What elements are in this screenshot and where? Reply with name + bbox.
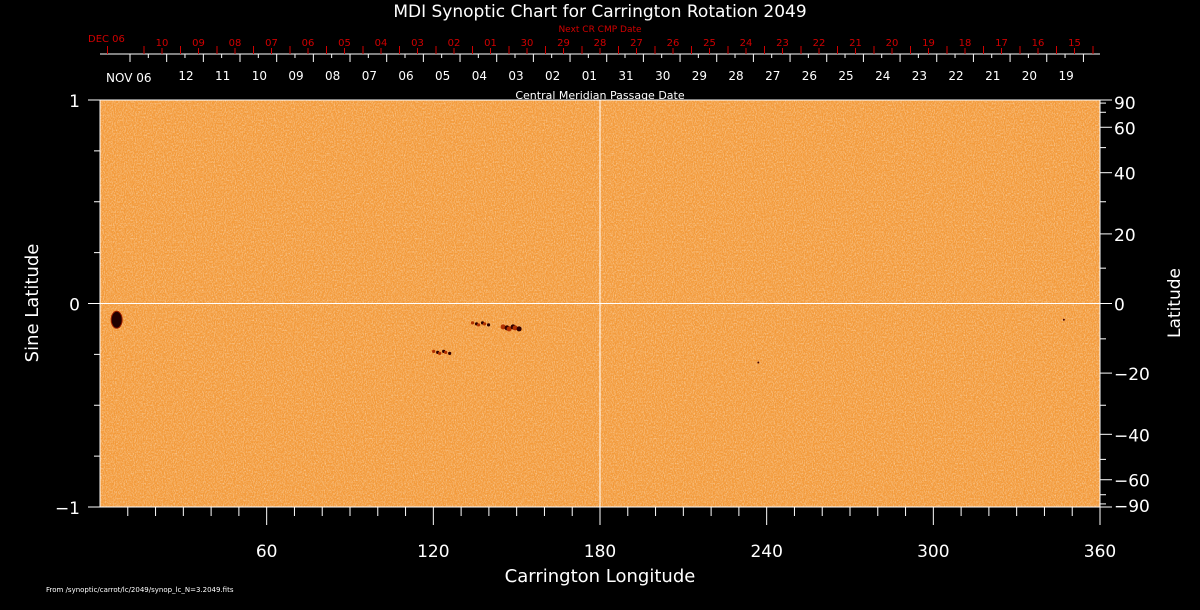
next-cmp-date-label: 01 bbox=[484, 38, 497, 49]
active-region-mark bbox=[438, 351, 442, 355]
cmp-date-label: 06 bbox=[398, 69, 413, 83]
top-date-axis: Next CR CMP Date DEC 06 NOV 06 Central M… bbox=[88, 25, 1100, 102]
cmp-date-label: 20 bbox=[1022, 69, 1037, 83]
sunspot bbox=[111, 311, 122, 328]
next-cmp-date-label: 17 bbox=[995, 38, 1008, 49]
cmp-date-label: 23 bbox=[912, 69, 927, 83]
active-region-mark bbox=[444, 350, 448, 354]
cmp-date-label: 05 bbox=[435, 69, 450, 83]
next-cmp-date-label: 03 bbox=[411, 38, 424, 49]
y-tick-label: 1 bbox=[69, 92, 80, 112]
top-axis-start: NOV 06 bbox=[106, 71, 152, 85]
x-tick-label: 240 bbox=[750, 542, 782, 562]
cmp-date-label: 10 bbox=[252, 69, 267, 83]
y-axis-left: 1 0 −1 bbox=[55, 92, 100, 519]
cmp-date-label: 12 bbox=[178, 69, 193, 83]
latitude-tick-label: 20 bbox=[1114, 226, 1136, 246]
active-region-mark bbox=[486, 323, 491, 327]
next-cmp-date-label: 05 bbox=[338, 38, 351, 49]
next-axis-label: Next CR CMP Date bbox=[558, 25, 642, 35]
latitude-tick-label: 90 bbox=[1114, 94, 1136, 114]
x-axis-label: Carrington Longitude bbox=[505, 566, 696, 587]
small-feature-mark bbox=[1062, 318, 1065, 321]
x-axis: 60 120 180 240 300 360 bbox=[127, 507, 1116, 562]
next-cmp-date-label: 24 bbox=[740, 38, 753, 49]
x-tick-label: 360 bbox=[1084, 542, 1116, 562]
x-tick-label: 60 bbox=[256, 542, 278, 562]
y-axis-right-label: Latitude bbox=[1165, 268, 1185, 338]
cmp-date-label: 02 bbox=[545, 69, 560, 83]
cmp-date-label: 29 bbox=[692, 69, 707, 83]
next-cmp-date-label: 20 bbox=[886, 38, 899, 49]
next-cmp-date-label: 23 bbox=[776, 38, 789, 49]
active-region-mark bbox=[432, 349, 436, 353]
y-tick-label: 0 bbox=[69, 296, 80, 316]
next-cmp-date-label: 28 bbox=[594, 38, 607, 49]
latitude-tick-label: 0 bbox=[1114, 296, 1125, 316]
next-cmp-date-label: 22 bbox=[813, 38, 826, 49]
latitude-tick-label: −20 bbox=[1114, 365, 1150, 385]
next-cmp-date-label: 08 bbox=[229, 38, 242, 49]
active-region-mark bbox=[448, 351, 452, 355]
latitude-tick-label: −40 bbox=[1114, 426, 1150, 446]
y-axis-label: Sine Latitude bbox=[22, 244, 43, 363]
y-axis-right: 90 60 40 20 0 −20 −40 −60 −90 bbox=[1100, 94, 1150, 517]
x-tick-label: 120 bbox=[417, 542, 449, 562]
next-cmp-date-label: 09 bbox=[192, 38, 205, 49]
next-cmp-date-label: 02 bbox=[448, 38, 461, 49]
active-region-mark bbox=[512, 325, 518, 331]
next-cmp-date-label: 06 bbox=[302, 38, 315, 49]
active-region-mark bbox=[476, 323, 481, 327]
y-tick-label: −1 bbox=[55, 499, 80, 519]
cmp-date-label: 08 bbox=[325, 69, 340, 83]
small-feature-mark bbox=[757, 361, 760, 364]
next-cmp-date-label: 30 bbox=[521, 38, 534, 49]
top-axis-label: Central Meridian Passage Date bbox=[515, 89, 684, 102]
latitude-tick-label: 40 bbox=[1114, 165, 1136, 185]
chart-title: MDI Synoptic Chart for Carrington Rotati… bbox=[393, 2, 806, 22]
cmp-date-label: 24 bbox=[875, 69, 890, 83]
active-region-mark bbox=[516, 326, 522, 332]
active-region-mark bbox=[470, 321, 475, 325]
next-cmp-date-label: 18 bbox=[959, 38, 972, 49]
next-cmp-date-label: 16 bbox=[1032, 38, 1045, 49]
next-axis-start: DEC 06 bbox=[88, 34, 125, 45]
cmp-date-label: 27 bbox=[765, 69, 780, 83]
next-cmp-date-label: 04 bbox=[375, 38, 388, 49]
x-tick-label: 300 bbox=[917, 542, 949, 562]
x-tick-label: 180 bbox=[584, 542, 616, 562]
next-cmp-date-label: 19 bbox=[922, 38, 935, 49]
cmp-date-label: 26 bbox=[802, 69, 817, 83]
latitude-tick-label: −60 bbox=[1114, 472, 1150, 492]
cmp-date-label: 04 bbox=[472, 69, 487, 83]
cmp-date-label: 30 bbox=[655, 69, 670, 83]
cmp-date-label: 19 bbox=[1058, 69, 1073, 83]
cmp-date-label: 28 bbox=[728, 69, 743, 83]
cmp-date-label: 01 bbox=[582, 69, 597, 83]
cmp-date-label: 07 bbox=[362, 69, 377, 83]
cmp-date-label: 11 bbox=[215, 69, 230, 83]
cmp-date-label: 22 bbox=[948, 69, 963, 83]
cmp-date-label: 03 bbox=[508, 69, 523, 83]
next-cmp-date-label: 25 bbox=[703, 38, 716, 49]
next-cmp-date-label: 15 bbox=[1068, 38, 1081, 49]
magnetic-features bbox=[110, 310, 1065, 364]
active-region-mark bbox=[500, 324, 506, 330]
next-cmp-date-label: 27 bbox=[630, 38, 643, 49]
next-cmp-date-label: 07 bbox=[265, 38, 278, 49]
latitude-tick-label: 60 bbox=[1114, 119, 1136, 139]
active-region-mark bbox=[506, 326, 512, 332]
active-region-mark bbox=[482, 322, 487, 326]
cmp-date-label: 21 bbox=[985, 69, 1000, 83]
next-cmp-date-label: 29 bbox=[557, 38, 570, 49]
latitude-tick-label: −90 bbox=[1114, 497, 1150, 517]
source-footer: From /synoptic/carrot/lc/2049/synop_lc_N… bbox=[46, 586, 234, 594]
next-cmp-date-label: 21 bbox=[849, 38, 862, 49]
cmp-date-label: 31 bbox=[618, 69, 633, 83]
cmp-date-label: 25 bbox=[838, 69, 853, 83]
next-cmp-date-label: 10 bbox=[156, 38, 169, 49]
next-cmp-date-label: 26 bbox=[667, 38, 680, 49]
cmp-date-label: 09 bbox=[288, 69, 303, 83]
